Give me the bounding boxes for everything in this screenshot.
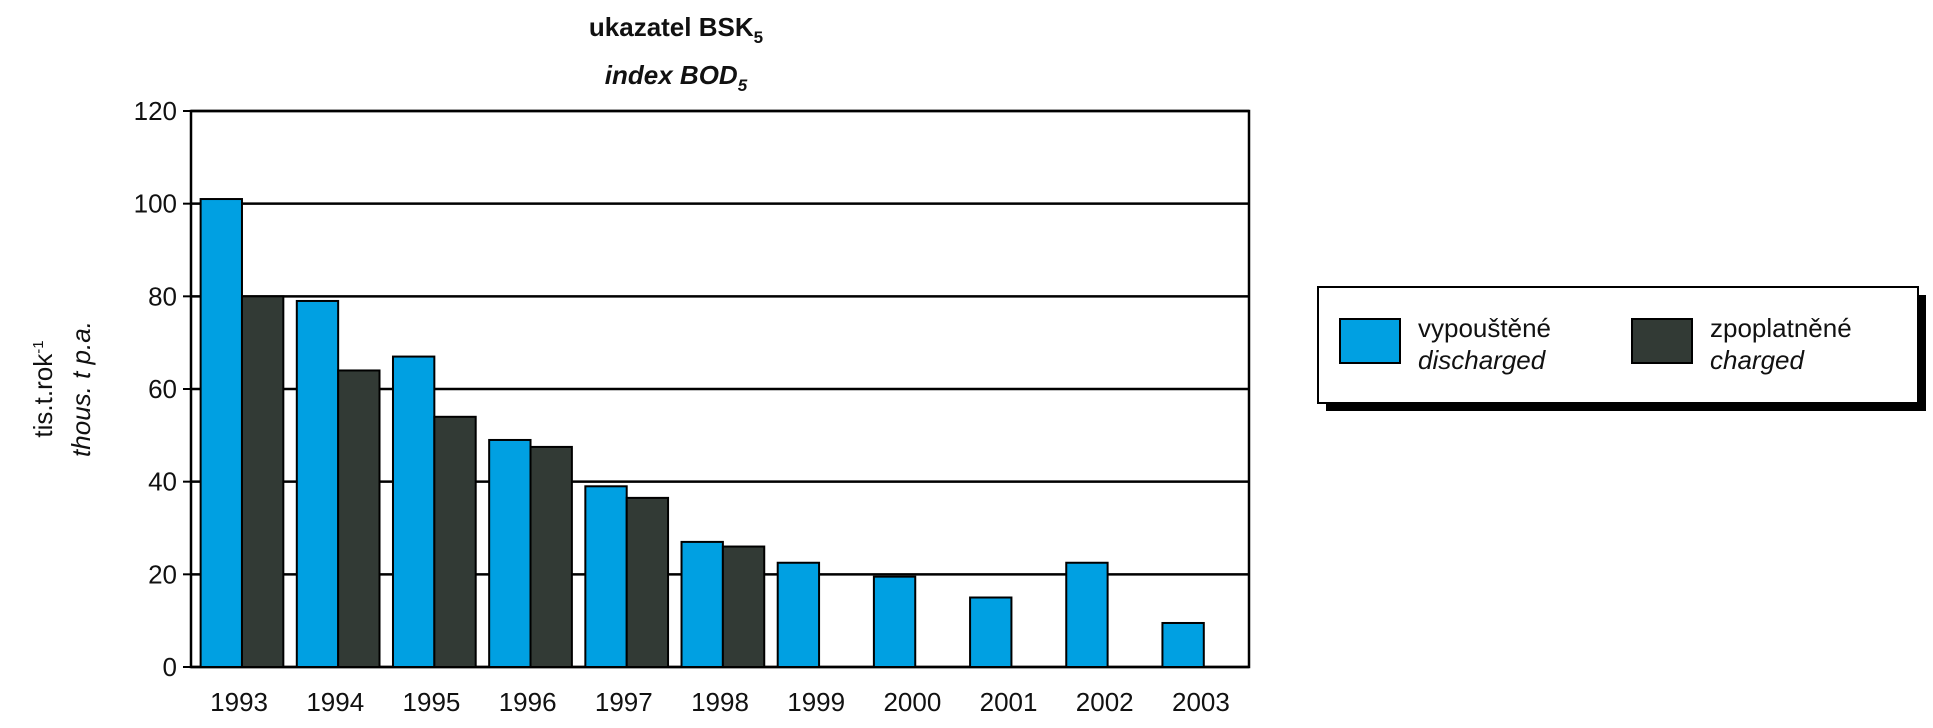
y-axis-label: tis.t.rok-1 thous. t p.a.: [28, 321, 96, 457]
y-label-text: tis.t.rok: [28, 353, 58, 438]
y-tick-label: 0: [163, 652, 177, 682]
y-tick-label: 40: [148, 467, 177, 497]
bar: [488, 438, 532, 669]
title-subscript: 5: [754, 28, 763, 47]
bar: [776, 561, 821, 668]
chart-title: ukazatel BSK5: [589, 12, 763, 47]
x-tick-label: 1998: [691, 687, 749, 717]
legend: [1317, 286, 1919, 404]
x-tick-label: 2003: [1172, 687, 1230, 717]
y-tick-label: 100: [134, 189, 177, 219]
legend-swatch: [1631, 318, 1693, 364]
legend-label-en: discharged: [1418, 345, 1547, 375]
bar: [240, 295, 285, 668]
x-tick-label: 1994: [306, 687, 364, 717]
bar: [199, 198, 243, 669]
subtitle-text: index BOD: [605, 60, 738, 90]
bar: [391, 355, 436, 668]
x-tick-label: 1996: [499, 687, 557, 717]
title-text: ukazatel BSK: [589, 12, 754, 42]
y-label: tis.t.rok-1: [28, 340, 58, 437]
subtitle-subscript: 5: [738, 76, 748, 95]
y-tick-label: 80: [148, 281, 177, 311]
x-tick-label: 1999: [787, 687, 845, 717]
bar: [584, 485, 628, 668]
bar: [529, 445, 573, 668]
legend-swatch: [1339, 318, 1401, 364]
x-tick-label: 2001: [980, 687, 1038, 717]
x-tick-label: 2002: [1076, 687, 1134, 717]
bar: [872, 575, 917, 669]
bar: [721, 545, 766, 668]
bar: [295, 299, 340, 668]
x-tick-label: 1995: [403, 687, 461, 717]
bar: [1065, 561, 1109, 668]
bar: [337, 369, 381, 668]
bar: [680, 540, 724, 669]
legend-label-en: charged: [1710, 345, 1805, 375]
bar: [1161, 621, 1205, 669]
x-tick-label: 1997: [595, 687, 653, 717]
y-label-en: thous. t p.a.: [66, 321, 96, 457]
bar: [969, 596, 1013, 668]
x-tick-label: 2000: [883, 687, 941, 717]
legend-label: vypouštěné: [1418, 313, 1551, 343]
x-tick-label: 1993: [210, 687, 268, 717]
bar: [433, 415, 477, 668]
chart-subtitle: index BOD5: [605, 60, 748, 95]
legend-label: zpoplatněné: [1710, 313, 1852, 343]
y-tick-label: 120: [134, 96, 177, 126]
bar: [625, 496, 670, 668]
y-tick-label: 60: [148, 374, 177, 404]
y-label-superscript: -1: [30, 340, 47, 353]
y-tick-label: 20: [148, 559, 177, 589]
